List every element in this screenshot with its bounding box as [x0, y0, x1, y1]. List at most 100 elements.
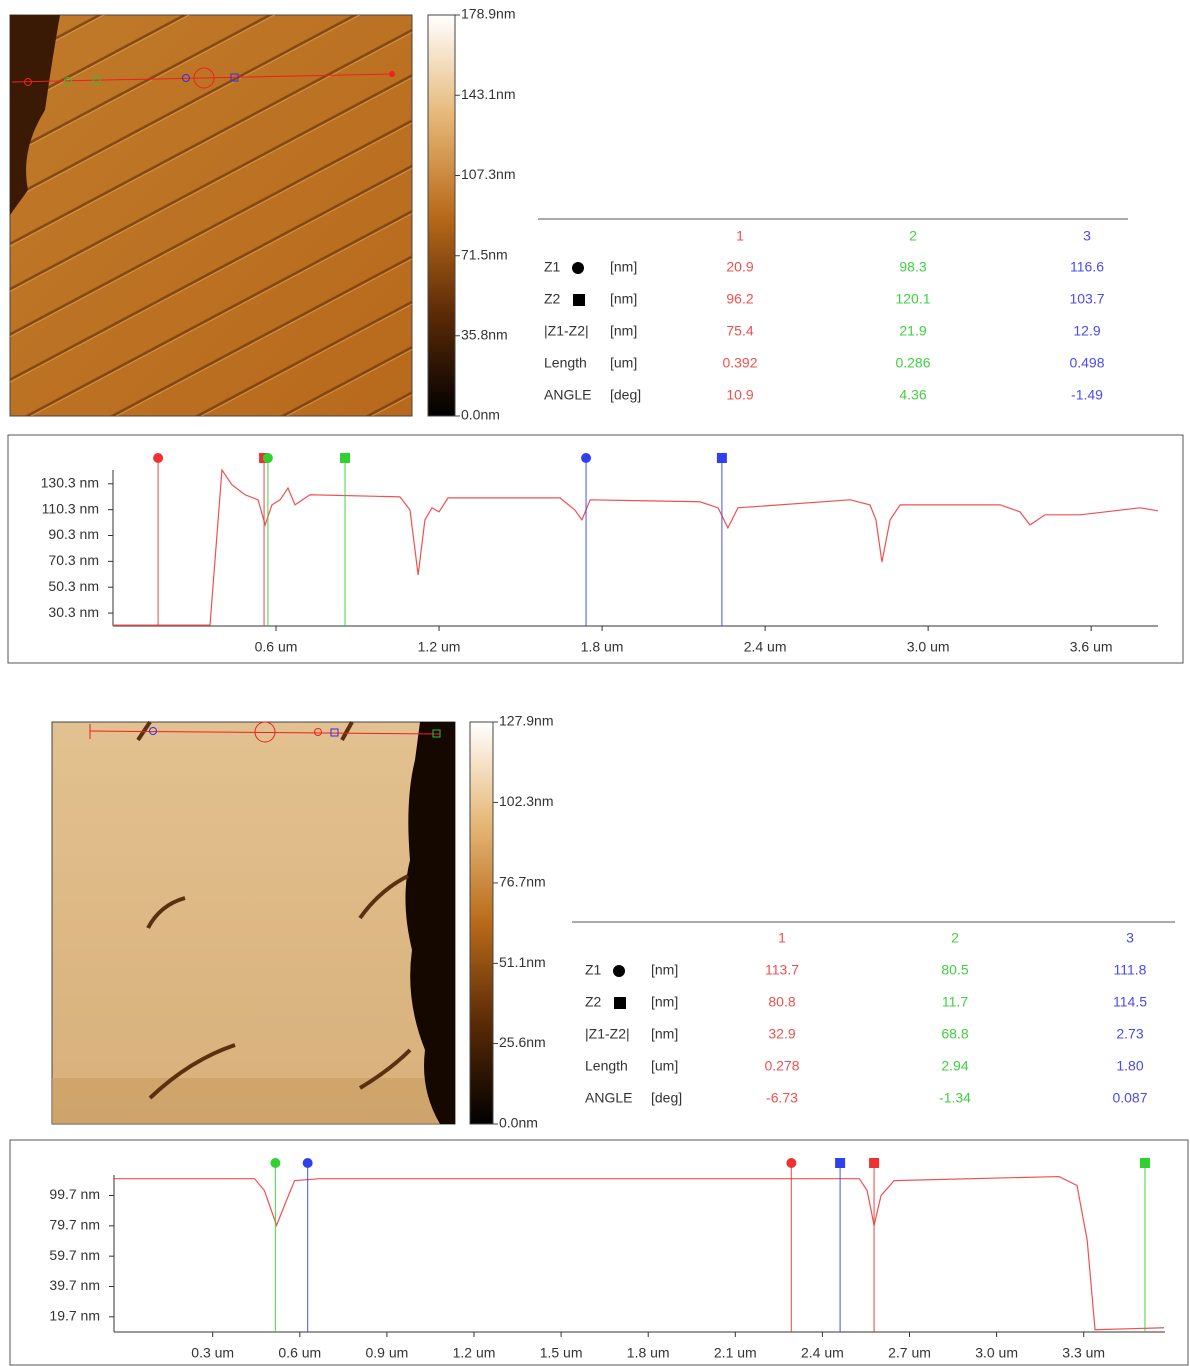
cell-value: 96.2 [726, 291, 753, 307]
row-unit: [um] [610, 355, 637, 371]
cell-value: 114.5 [1113, 994, 1147, 1010]
x-tick-label: 0.3 um [191, 1345, 234, 1361]
cell-value: -6.73 [766, 1090, 798, 1106]
cell-value: -1.49 [1071, 387, 1103, 403]
y-tick-label: 39.7 nm [49, 1277, 100, 1293]
afm-image [52, 722, 493, 1124]
y-tick-label: 99.7 nm [49, 1186, 100, 1202]
colorbar-label: 71.5nm [461, 246, 508, 262]
cell-value: 113.7 [765, 962, 799, 978]
profile-frame [8, 435, 1183, 663]
cell-value: 2.94 [941, 1058, 968, 1074]
colorbar-label: 102.3nm [499, 793, 553, 809]
symbol [572, 262, 584, 274]
row-label: Z2 [544, 291, 561, 307]
cursor-marker [717, 453, 727, 463]
x-tick-label: 3.6 um [1070, 639, 1113, 655]
cursor-marker [303, 1158, 313, 1168]
row-unit: [um] [651, 1058, 678, 1074]
row-label: Length [544, 355, 587, 371]
cell-value: 0.392 [722, 355, 757, 371]
x-tick-label: 1.8 um [581, 639, 624, 655]
cell-value: 68.8 [941, 1026, 968, 1042]
profile-frame [10, 1140, 1188, 1365]
cursor-marker [340, 453, 350, 463]
cursor-marker [263, 453, 273, 463]
page: 178.9nm143.1nm107.3nm71.5nm35.8nm0.0nm 1… [0, 0, 1190, 1366]
x-tick-label: 0.9 um [366, 1345, 409, 1361]
cursor-marker [581, 453, 591, 463]
symbol [613, 965, 625, 977]
column-header: 1 [778, 930, 786, 946]
x-tick-label: 2.1 um [714, 1345, 757, 1361]
x-tick-label: 1.8 um [627, 1345, 670, 1361]
cursor-marker [270, 1158, 280, 1168]
symbol [614, 997, 626, 1009]
cell-value: 0.087 [1112, 1090, 1147, 1106]
x-tick-label: 1.2 um [418, 639, 461, 655]
cell-value: 0.286 [895, 355, 930, 371]
y-tick-label: 130.3 nm [41, 474, 99, 490]
colorbar-label: 0.0nm [499, 1115, 538, 1131]
cell-value: 80.5 [941, 962, 968, 978]
row-unit: [nm] [610, 291, 637, 307]
cell-value: 4.36 [899, 387, 926, 403]
colorbar-label: 76.7nm [499, 874, 546, 890]
cell-value: 1.80 [1116, 1058, 1143, 1074]
x-tick-label: 1.2 um [453, 1345, 496, 1361]
x-tick-label: 2.4 um [801, 1345, 844, 1361]
cell-value: 116.6 [1070, 259, 1104, 275]
cell-value: -1.34 [939, 1090, 971, 1106]
x-tick-label: 0.6 um [255, 639, 298, 655]
row-unit: [deg] [610, 387, 641, 403]
row-unit: [nm] [610, 323, 637, 339]
row-label: Z1 [544, 259, 561, 275]
x-tick-label: 2.4 um [744, 639, 787, 655]
row-unit: [deg] [651, 1090, 682, 1106]
cell-value: 10.9 [726, 387, 753, 403]
afm-image [10, 15, 455, 416]
y-tick-label: 19.7 nm [49, 1308, 100, 1324]
column-header: 3 [1083, 228, 1091, 244]
row-unit: [nm] [651, 962, 678, 978]
profile-line [114, 1177, 1164, 1330]
cell-value: 11.7 [942, 994, 968, 1010]
cell-value: 0.498 [1069, 355, 1104, 371]
row-label: |Z1-Z2| [585, 1026, 630, 1042]
cursor-marker [835, 1158, 845, 1168]
row-label: Z2 [585, 994, 602, 1010]
cursor-marker [786, 1158, 796, 1168]
y-tick-label: 110.3 nm [42, 500, 99, 516]
cell-value: 120.1 [895, 291, 930, 307]
y-tick-label: 79.7 nm [49, 1217, 100, 1233]
cell-value: 12.9 [1073, 323, 1100, 339]
row-label: Length [585, 1058, 628, 1074]
cursor-marker [153, 453, 163, 463]
colorbar-label: 25.6nm [499, 1034, 546, 1050]
row-unit: [nm] [651, 994, 678, 1010]
x-tick-label: 3.3 um [1062, 1345, 1105, 1361]
row-label: ANGLE [544, 387, 591, 403]
colorbar-label: 107.3nm [461, 166, 515, 182]
row-label: |Z1-Z2| [544, 323, 589, 339]
colorbar-label: 127.9nm [499, 713, 553, 729]
column-header: 2 [909, 228, 917, 244]
cell-value: 20.9 [726, 259, 753, 275]
colorbar-label: 143.1nm [461, 86, 515, 102]
row-label: ANGLE [585, 1090, 632, 1106]
cell-value: 80.8 [768, 994, 795, 1010]
symbol [573, 294, 585, 306]
y-tick-label: 90.3 nm [48, 526, 99, 542]
cell-value: 103.7 [1069, 291, 1104, 307]
colorbar-label: 35.8nm [461, 326, 508, 342]
row-unit: [nm] [651, 1026, 678, 1042]
cell-value: 111.8 [1114, 962, 1147, 978]
column-header: 1 [736, 228, 744, 244]
cell-value: 21.9 [899, 323, 926, 339]
